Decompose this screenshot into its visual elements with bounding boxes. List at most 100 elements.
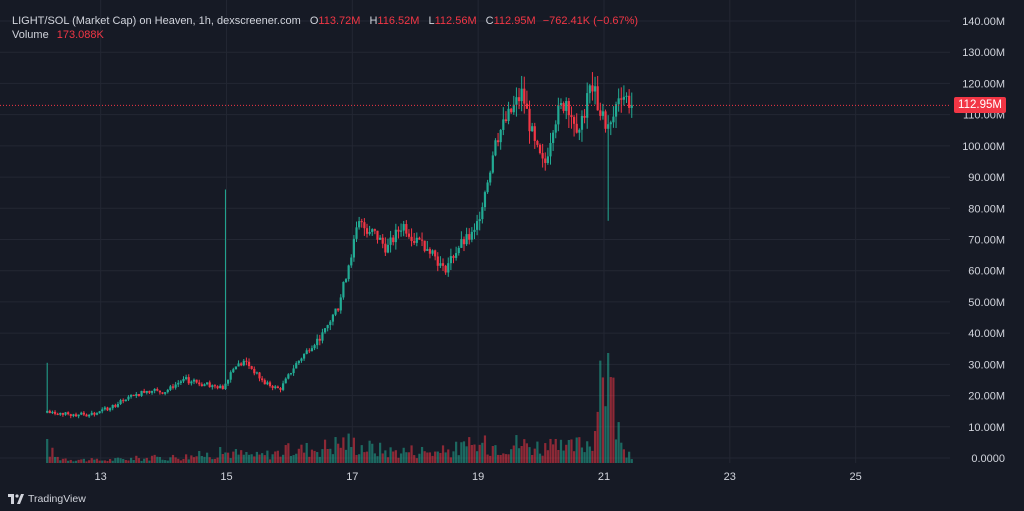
volume-bar	[559, 439, 563, 463]
x-tick-label: 21	[598, 471, 610, 483]
volume-bar	[630, 459, 633, 463]
volume-bar	[268, 459, 272, 463]
volume-bar	[363, 452, 366, 463]
high-value: 116.52M	[377, 15, 420, 27]
candle-body	[169, 386, 172, 390]
volume-bar	[221, 454, 224, 463]
candle-body	[116, 404, 120, 407]
candle-body	[462, 239, 466, 245]
candle-body	[150, 390, 154, 393]
candle-body	[523, 88, 526, 104]
volume-bar	[72, 461, 75, 463]
candle-body	[397, 229, 400, 232]
time-axis[interactable]: 13 15 17 19 21 23 25	[95, 471, 862, 483]
grid-lines	[0, 0, 950, 463]
volume-bar	[182, 459, 185, 463]
volume-bar	[420, 446, 424, 463]
candle-body	[365, 228, 369, 234]
candle-body	[415, 237, 418, 243]
candle-body	[392, 237, 395, 243]
candle-body	[261, 378, 264, 381]
volume-bar	[140, 460, 143, 463]
y-tick-label: 10.00M	[968, 422, 1005, 434]
candle-body	[350, 257, 353, 266]
volume-bar	[399, 453, 403, 463]
volume-bar	[381, 453, 384, 463]
volume-bar	[544, 443, 547, 463]
volume-bar	[101, 460, 104, 463]
candle-body	[289, 373, 293, 375]
volume-bar	[334, 437, 337, 463]
candle-body	[428, 249, 432, 254]
candle-body	[607, 124, 610, 129]
volume-bar	[195, 456, 198, 463]
volume-bar	[122, 458, 125, 463]
volume-bar	[449, 457, 452, 463]
volume-bar	[337, 443, 340, 463]
volume-bar	[258, 454, 261, 463]
candle-body	[436, 256, 439, 266]
volume-bar	[234, 449, 238, 463]
candle-body	[457, 247, 460, 254]
candle-body	[441, 263, 445, 266]
candle-body	[114, 405, 117, 407]
volume-bar	[358, 454, 361, 463]
candle-body	[316, 338, 319, 346]
volume-bar	[470, 445, 473, 463]
volume-bar	[145, 457, 148, 463]
candle-body	[106, 407, 109, 411]
candle-body	[101, 409, 104, 412]
volume-bar	[604, 406, 607, 463]
candle-body	[129, 394, 133, 397]
volume-bar	[171, 454, 175, 463]
volume-bar	[478, 444, 481, 463]
price-axis[interactable]: 0.0000 10.00M 20.00M 30.00M 40.00M 50.00M 60.0…	[962, 16, 1005, 465]
candle-body	[263, 380, 266, 385]
candle-body	[339, 297, 342, 311]
volume-bar	[368, 440, 371, 463]
candle-body	[580, 115, 584, 130]
volume-bar	[255, 451, 258, 463]
candle-body	[491, 155, 494, 173]
volume-bar	[114, 458, 117, 463]
volume-bar	[410, 445, 413, 463]
volume-bar	[192, 457, 196, 463]
volume-bar	[465, 446, 468, 463]
volume-bar	[580, 447, 584, 463]
candle-body	[64, 412, 67, 415]
volume-bar	[575, 437, 578, 463]
candle-body	[510, 108, 513, 113]
volume-bar	[502, 453, 505, 463]
volume-bar	[148, 460, 151, 463]
tradingview-logo[interactable]: TradingView	[8, 493, 86, 505]
volume-bar	[504, 454, 508, 463]
volume-bar	[617, 422, 620, 463]
candle-body	[531, 126, 534, 132]
volume-bar	[90, 458, 93, 463]
volume-bar	[56, 456, 59, 463]
volume-bar	[523, 439, 526, 463]
y-tick-label: 60.00M	[968, 266, 1005, 278]
candle-body	[103, 407, 106, 410]
candle-body	[559, 103, 563, 106]
volume-bar	[106, 460, 109, 463]
volume-bar	[263, 455, 266, 463]
volume-bar	[124, 460, 127, 463]
volume-bar	[426, 452, 429, 463]
volume-bar	[310, 449, 314, 463]
candle-body	[229, 372, 232, 380]
y-tick-label: 70.00M	[968, 235, 1005, 247]
candle-body	[216, 386, 219, 389]
candle-body	[376, 230, 379, 240]
candle-body	[90, 412, 93, 415]
volume-bar	[88, 460, 91, 463]
volume-bar	[229, 458, 232, 463]
volume-bar	[208, 457, 211, 463]
candle-body	[192, 379, 196, 382]
candle-body	[158, 390, 162, 393]
y-tick-label: 100.00M	[962, 141, 1005, 153]
volume-bar	[59, 460, 62, 463]
volume-bar	[489, 455, 492, 463]
candle-body	[517, 97, 521, 102]
